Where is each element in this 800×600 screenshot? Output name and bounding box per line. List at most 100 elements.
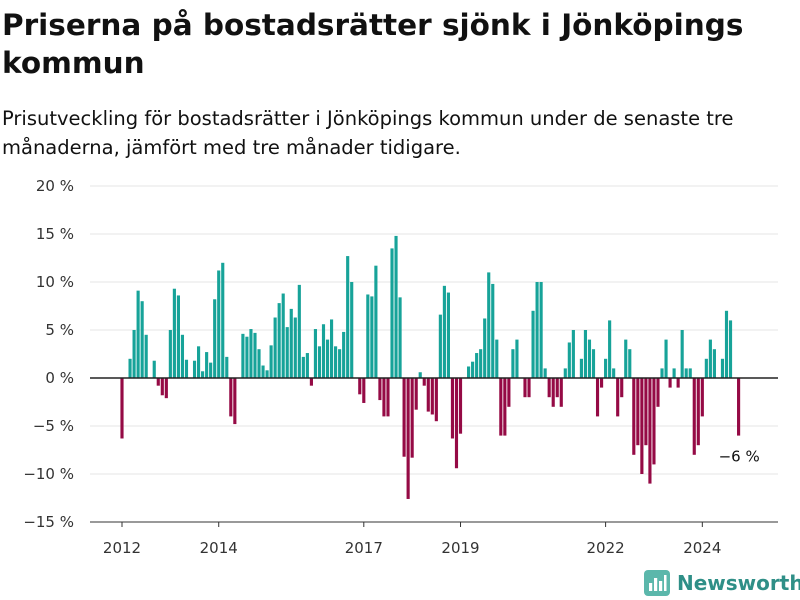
bar (261, 365, 265, 378)
bar (712, 349, 716, 378)
bar (325, 339, 330, 378)
bar (229, 378, 233, 417)
bar (600, 378, 604, 388)
bar (487, 272, 491, 378)
bar (120, 378, 124, 439)
y-tick-label: −15 % (23, 513, 74, 531)
bar (144, 334, 148, 378)
bar (692, 378, 696, 455)
bar (205, 352, 209, 378)
bar (390, 248, 394, 378)
bar (309, 378, 313, 386)
bar (612, 368, 616, 378)
bar (245, 336, 249, 378)
bar (241, 333, 245, 378)
bar (398, 297, 402, 378)
bar (305, 353, 309, 378)
bar (527, 378, 531, 398)
bar (499, 378, 503, 436)
bar (249, 329, 253, 378)
bar (192, 360, 197, 378)
bar (479, 349, 483, 378)
bar (378, 378, 382, 401)
bar (446, 292, 450, 378)
bar (221, 262, 225, 378)
bar (531, 310, 535, 378)
bar (434, 378, 438, 422)
bar (624, 339, 628, 378)
bar (394, 235, 398, 378)
bar (503, 378, 507, 436)
x-tick-label: 2014 (200, 539, 238, 557)
bar (152, 360, 156, 378)
bar (386, 378, 390, 417)
bar (406, 378, 410, 499)
bar (297, 284, 301, 378)
bar (293, 317, 297, 378)
bar (414, 378, 418, 410)
bar (620, 378, 624, 398)
bar (168, 330, 172, 378)
bar (720, 358, 725, 378)
bar (467, 366, 471, 378)
bar (438, 314, 442, 378)
bar (547, 378, 551, 398)
y-tick-label: 0 % (45, 369, 74, 387)
bar (704, 358, 708, 378)
bar (684, 368, 688, 378)
bar (132, 330, 136, 378)
bar (418, 372, 422, 378)
x-tick-label: 2024 (683, 539, 721, 557)
bar (563, 368, 567, 378)
y-tick-label: 10 % (36, 273, 74, 291)
bar (507, 378, 511, 407)
bar (410, 378, 414, 458)
bar (535, 282, 539, 378)
bar (644, 378, 648, 446)
bar (680, 330, 684, 378)
bar (140, 301, 144, 378)
bar (648, 378, 652, 484)
y-tick-label: −10 % (23, 465, 74, 483)
bar (426, 378, 430, 412)
bar (269, 345, 273, 378)
bar (616, 378, 620, 417)
bar (636, 378, 640, 446)
bar (543, 368, 547, 378)
bar (370, 296, 374, 378)
bar (523, 378, 527, 398)
bar (366, 294, 370, 378)
bar (172, 288, 176, 378)
bar (660, 368, 664, 378)
bar (374, 265, 378, 378)
bar (362, 378, 366, 403)
chart-title: Priserna på bostadsrätter sjönk i Jönköp… (2, 8, 744, 80)
x-tick-label: 2017 (345, 539, 383, 557)
newsworthy-logo-icon (644, 570, 670, 596)
bar (422, 378, 426, 386)
bar (664, 339, 668, 378)
bar (471, 361, 475, 378)
bar (559, 378, 563, 407)
bar (201, 371, 205, 378)
bar (213, 299, 217, 378)
bar (338, 349, 342, 378)
chart-subtitle: Prisutveckling för bostadsrätter i Jönkö… (2, 107, 734, 159)
bar (281, 293, 285, 378)
bar (430, 378, 434, 415)
bar (253, 332, 257, 378)
bar (265, 370, 269, 378)
bar (539, 282, 543, 378)
bar (668, 378, 672, 388)
bar (156, 378, 160, 386)
bar (160, 378, 164, 396)
bar (458, 378, 463, 434)
x-tick-label: 2022 (587, 539, 625, 557)
y-tick-label: −5 % (33, 417, 74, 435)
newsworthy-brand: Newsworthy (644, 568, 800, 598)
bar (233, 378, 237, 425)
bar (551, 378, 555, 407)
bar (176, 295, 180, 378)
bar (515, 339, 519, 378)
bar (591, 349, 596, 378)
